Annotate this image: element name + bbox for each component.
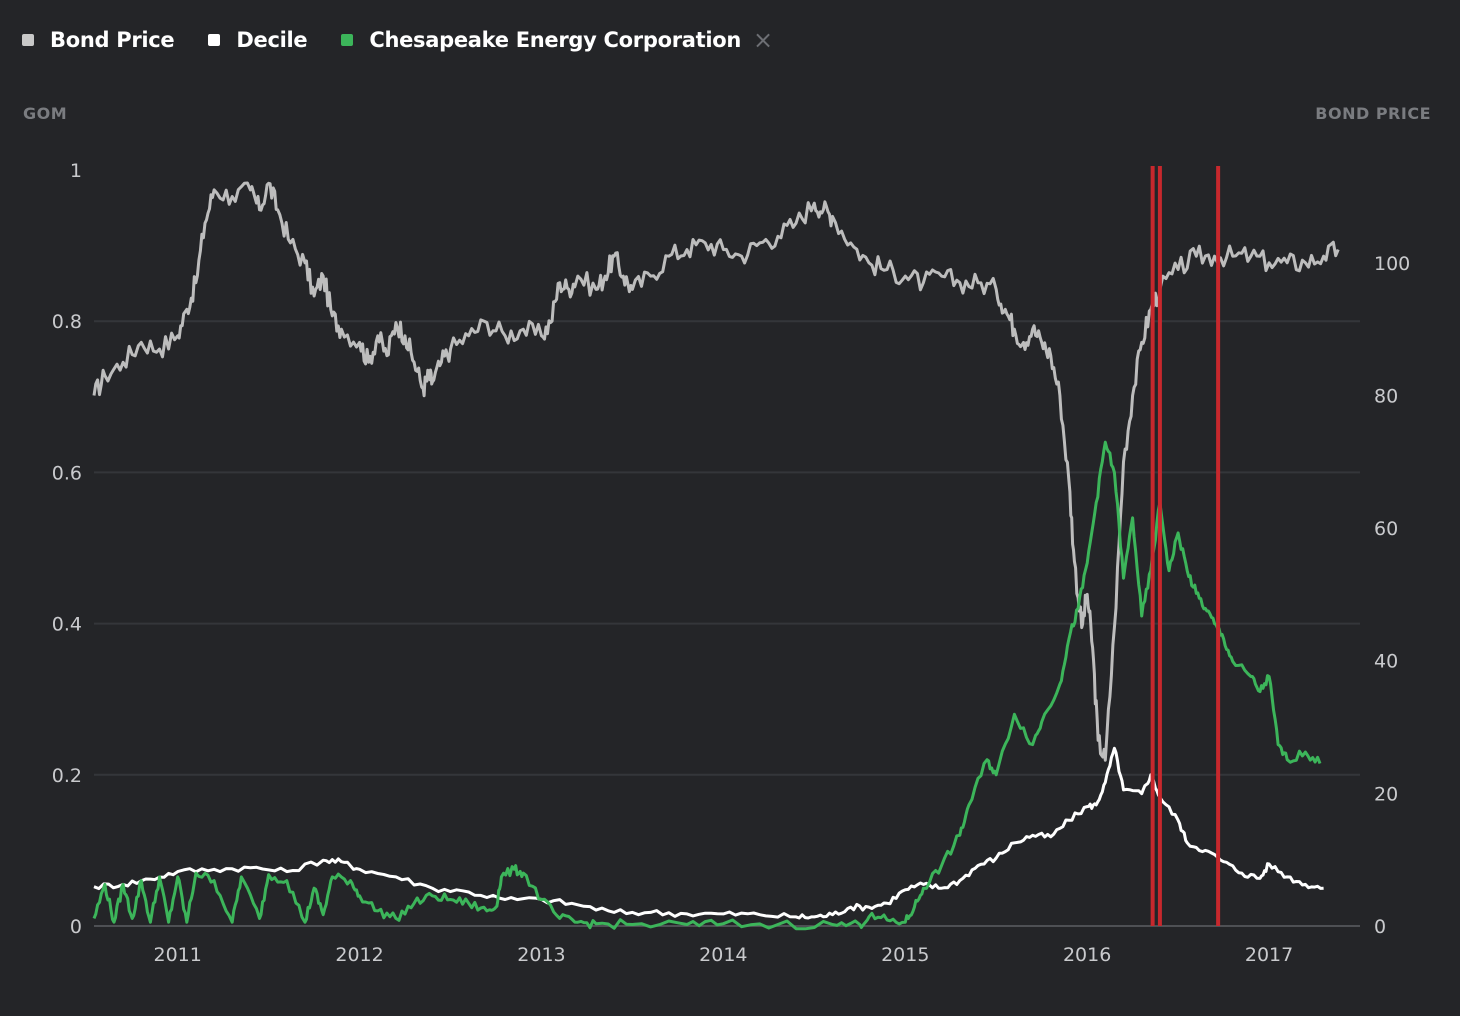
x-tick-label: 2014 [699,944,747,966]
x-tick-label: 2015 [881,944,929,966]
x-tick-label: 2016 [1063,944,1111,966]
legend-swatch-chesapeake [341,34,354,46]
series-line-decile [93,746,1324,920]
y-left-tick-label: 0.6 [52,462,82,484]
y-right-tick-label: 100 [1374,253,1410,275]
x-tick-label: 2012 [335,944,383,966]
series-layer [92,181,1340,931]
left-axis-title: GOM [23,104,68,123]
x-tick-label: 2017 [1245,944,1293,966]
y-left-tick-label: 0.8 [52,311,82,333]
y-left-tick-label: 0 [70,916,82,938]
close-icon[interactable]: × [753,26,774,54]
legend-swatch-bond-price [22,34,34,46]
legend-item-bond-price[interactable]: Bond Price [22,28,175,52]
series-line-bond-price [92,181,1340,762]
legend-item-decile[interactable]: Decile [208,28,308,52]
legend-label-decile: Decile [236,28,308,52]
tick-layer: 0 0.2 0.4 0.6 0.8 1 0 20 40 60 80 100 2011 2012 2013 20… [52,160,1410,966]
grid-layer [94,320,1360,927]
right-axis-title: BOND PRICE [1315,104,1431,123]
y-left-tick-label: 0.2 [52,765,82,787]
y-right-tick-label: 40 [1374,651,1398,673]
event-marker-layer [1150,166,1221,926]
y-right-tick-label: 0 [1374,916,1386,938]
series-line-chesapeake-energy-corporation [92,440,1322,931]
legend-label-chesapeake: Chesapeake Energy Corporation [369,28,742,52]
y-right-tick-label: 80 [1374,385,1398,407]
y-left-tick-label: 1 [70,160,82,182]
y-right-tick-label: 60 [1374,518,1398,540]
x-tick-label: 2013 [517,944,565,966]
y-left-tick-label: 0.4 [52,614,82,636]
chart-legend: Bond Price Decile Chesapeake Energy Corp… [22,24,773,56]
x-tick-label: 2011 [153,944,201,966]
legend-label-bond-price: Bond Price [50,28,175,52]
legend-item-chesapeake[interactable]: Chesapeake Energy Corporation [341,28,741,52]
legend-swatch-decile [208,34,221,46]
y-right-tick-label: 20 [1374,783,1398,805]
